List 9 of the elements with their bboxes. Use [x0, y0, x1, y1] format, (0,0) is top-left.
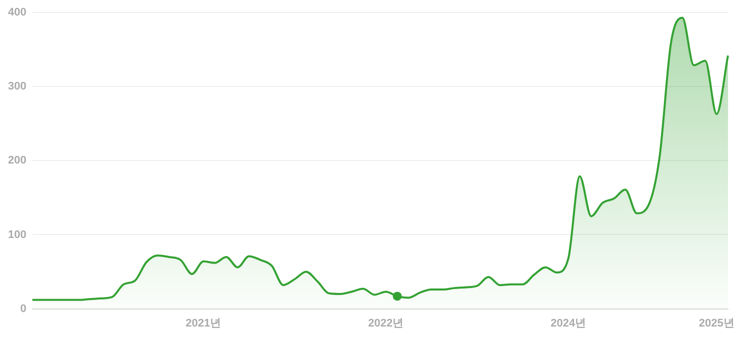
y-tick-label: 400: [8, 6, 26, 19]
y-tick-label: 300: [8, 80, 26, 93]
y-tick-label: 100: [8, 228, 26, 241]
x-tick-label: 2022년: [368, 317, 404, 330]
y-tick-label: 0: [20, 302, 26, 315]
x-tick-label: 2025년: [698, 317, 734, 330]
y-tick-label: 200: [8, 154, 26, 167]
x-tick-label: 2021년: [186, 317, 222, 330]
x-tick-label: 2024년: [550, 317, 586, 330]
